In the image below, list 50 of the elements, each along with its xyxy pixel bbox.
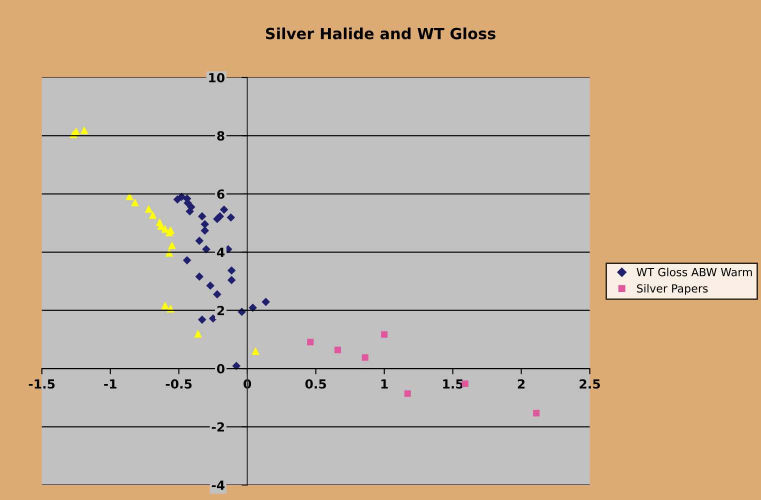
point	[144, 204, 153, 213]
point	[148, 210, 157, 219]
point	[227, 266, 236, 275]
point	[200, 226, 210, 235]
point	[307, 338, 314, 346]
point	[198, 212, 206, 221]
point	[227, 276, 236, 284]
point	[165, 228, 174, 236]
point	[195, 272, 204, 281]
point	[182, 256, 192, 264]
point	[161, 301, 170, 310]
point	[252, 347, 260, 356]
point	[533, 410, 540, 416]
y-tick-label: 2	[217, 306, 224, 316]
y-tick-label: -2	[212, 422, 224, 432]
y-tick-label: 10	[209, 72, 225, 82]
y-tick-label: 8	[217, 131, 224, 141]
point	[220, 205, 228, 214]
point	[202, 245, 210, 254]
point	[262, 298, 270, 306]
chart-title: Silver Halide and WT Gloss	[266, 28, 496, 40]
point	[362, 354, 368, 361]
x-tick-label: 1	[381, 379, 388, 388]
y-tick-label: 4	[216, 248, 225, 257]
x-tick-label: 2	[518, 379, 525, 388]
y-tick-label: 6	[217, 189, 224, 199]
point	[200, 220, 210, 228]
legend-label: Silver Papers	[637, 284, 708, 295]
x-tick-label: -0.5	[166, 379, 192, 389]
point	[168, 241, 176, 250]
point	[334, 346, 341, 354]
point	[195, 236, 204, 245]
x-tick-label: 2.5	[580, 379, 600, 389]
point	[381, 331, 388, 338]
point	[213, 290, 222, 299]
point	[131, 198, 139, 206]
y-tick-label: -4	[212, 480, 225, 490]
legend-label: WT Gloss ABW Warm	[636, 268, 752, 276]
point	[198, 316, 206, 324]
point	[80, 126, 88, 134]
x-tick-label: 0.5	[305, 379, 326, 389]
point	[404, 390, 411, 397]
x-tick-label: -1	[104, 379, 116, 388]
x-tick-label: -1.5	[28, 379, 55, 389]
point	[248, 304, 257, 312]
y-tick-label: 0	[217, 364, 225, 374]
point	[194, 330, 202, 338]
point	[206, 281, 215, 290]
point	[216, 212, 224, 221]
point	[226, 213, 236, 222]
